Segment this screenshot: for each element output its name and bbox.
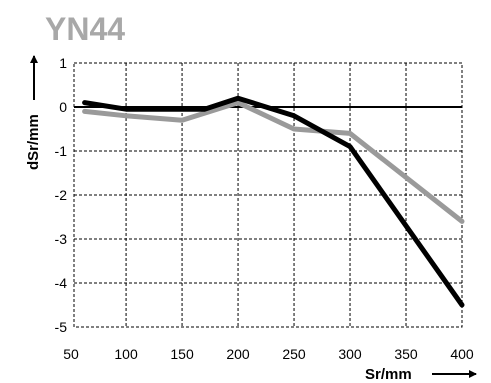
x-tick-label: 300 <box>338 346 362 362</box>
series-group <box>82 95 465 308</box>
y-tick-label: -3 <box>55 231 68 247</box>
y-tick-label: -5 <box>55 319 68 335</box>
x-tick-label: 400 <box>450 346 474 362</box>
y-axis-label: dSr/mm <box>25 114 42 170</box>
y-tick-labels: 1 0 -1 -2 -3 -4 -5 <box>55 55 68 335</box>
y-tick-label: -2 <box>55 187 68 203</box>
series-line-black <box>82 95 465 308</box>
y-tick-label: -1 <box>55 143 68 159</box>
grid <box>74 63 462 327</box>
x-tick-label: 100 <box>114 346 138 362</box>
x-tick-labels: 50 100 150 200 250 300 350 400 <box>63 346 474 362</box>
x-tick-label: 150 <box>170 346 194 362</box>
y-tick-label: -4 <box>55 275 68 291</box>
x-tick-label: 350 <box>394 346 418 362</box>
plot-frame <box>73 62 463 328</box>
y-tick-label: 1 <box>59 55 67 71</box>
x-tick-label: 50 <box>63 346 79 362</box>
x-axis-label: Sr/mm <box>365 366 412 383</box>
x-tick-label: 250 <box>282 346 306 362</box>
x-tick-label: 200 <box>226 346 250 362</box>
chart-title: YN44 <box>45 11 125 47</box>
y-tick-label: 0 <box>59 99 67 115</box>
series-line-gray <box>82 100 465 224</box>
